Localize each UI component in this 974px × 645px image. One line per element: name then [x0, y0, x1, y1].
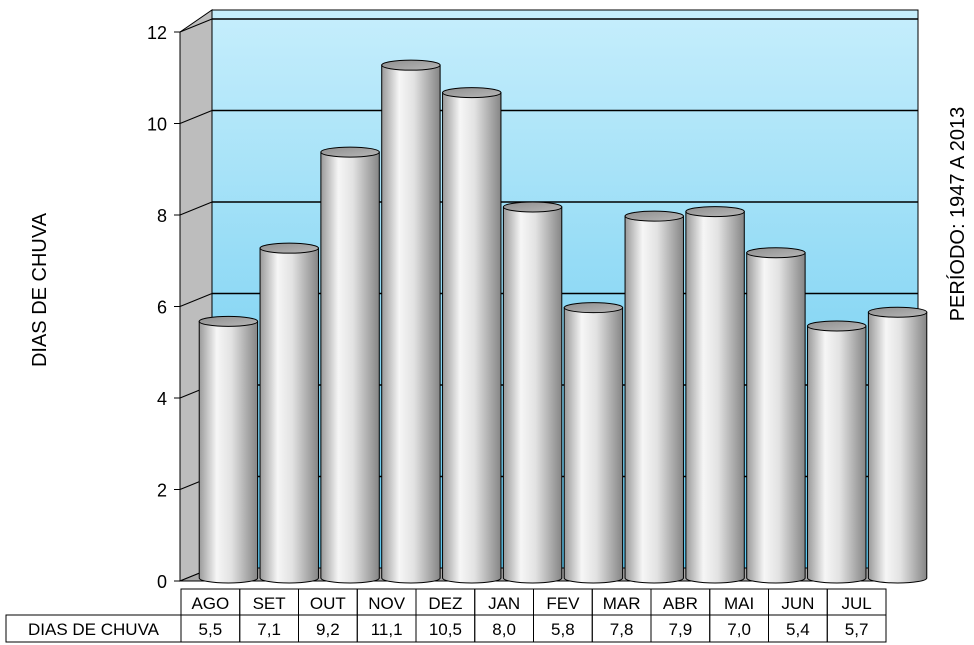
period-label: PERÍODO: 1947 A 2013: [946, 107, 969, 322]
bar-cap: [685, 206, 745, 218]
bar-body: [381, 64, 441, 584]
bar-fev: [563, 302, 624, 584]
bar-body: [198, 320, 259, 584]
value-label: 7,1: [257, 620, 281, 639]
bar-body: [807, 325, 867, 584]
bar-set: [259, 242, 319, 584]
series-label: DIAS DE CHUVA: [28, 620, 160, 639]
category-label: DEZ: [428, 594, 462, 613]
bar-body: [867, 311, 928, 584]
bar-body: [442, 92, 502, 584]
value-label: 7,9: [669, 620, 693, 639]
bar-body: [746, 252, 806, 584]
bar-jun: [807, 320, 867, 584]
value-label: 5,4: [786, 620, 810, 639]
data-table: DIAS DE CHUVA AGO 5,5 SET 7,1 OUT 9,2 NOV 11,1 DE…: [5, 588, 887, 643]
bar-out: [320, 146, 380, 584]
y-tick-label: 8: [157, 206, 167, 226]
bars: [198, 59, 928, 584]
value-label: 11,1: [371, 620, 403, 639]
category-label: FEV: [546, 594, 580, 613]
grid-diagonal: [179, 293, 213, 307]
bar-cap: [867, 306, 928, 318]
grid-diagonal: [179, 110, 213, 124]
value-label: 7,8: [610, 620, 634, 639]
bar-body: [624, 215, 684, 584]
category-label: JUL: [842, 594, 872, 613]
category-label: OUT: [310, 594, 346, 613]
bar-body: [259, 247, 319, 584]
bar-body: [502, 206, 563, 584]
bar-ago: [198, 315, 259, 584]
bar-nov: [381, 59, 441, 584]
grid-diagonal: [179, 201, 213, 216]
bar-cap: [563, 302, 624, 314]
category-label: SET: [253, 594, 286, 613]
category-label: NOV: [368, 594, 406, 613]
y-tick-label: 10: [147, 115, 167, 135]
bar-cap: [259, 242, 319, 254]
value-label: 5,8: [551, 620, 575, 639]
value-label: 7,0: [727, 620, 751, 639]
bar-cap: [624, 210, 684, 222]
bar-mai: [746, 247, 806, 584]
value-label: 5,5: [199, 620, 223, 639]
bar-cap: [320, 146, 380, 158]
y-tick-label: 4: [157, 389, 167, 409]
y-tick-label: 0: [157, 572, 167, 592]
value-label: 5,7: [845, 620, 869, 639]
bar-cap: [442, 87, 502, 99]
y-axis-title: DIAS DE CHUVA: [29, 212, 51, 367]
bar-abr: [685, 206, 745, 584]
value-label: 9,2: [316, 620, 340, 639]
value-label: 8,0: [492, 620, 516, 639]
bar-dez: [442, 87, 502, 584]
bar-cap: [746, 247, 806, 259]
bar-cap: [502, 201, 563, 213]
bar-cap: [381, 59, 441, 71]
bar-body: [685, 211, 745, 584]
value-cell: [826, 614, 887, 643]
category-label: JAN: [488, 594, 520, 613]
bar-cap: [198, 315, 259, 327]
value-label: 10,5: [429, 620, 462, 639]
category-label: ABR: [663, 594, 698, 613]
y-tick-label: 12: [147, 23, 167, 43]
category-label: AGO: [191, 594, 229, 613]
y-axis: 0 2 4 6 8 10 12: [147, 23, 180, 592]
bar-body: [563, 307, 624, 584]
bar-body: [320, 151, 380, 584]
category-label: MAR: [603, 594, 641, 613]
y-tick-label: 6: [157, 298, 167, 318]
y-tick-label: 2: [157, 481, 167, 501]
bar-cap: [807, 320, 867, 332]
category-label: JUN: [781, 594, 814, 613]
bar-mar: [624, 210, 684, 584]
bar-jan: [502, 201, 563, 584]
grid-diagonal: [179, 18, 213, 33]
bar-jul: [867, 306, 928, 584]
category-label: MAI: [724, 594, 754, 613]
